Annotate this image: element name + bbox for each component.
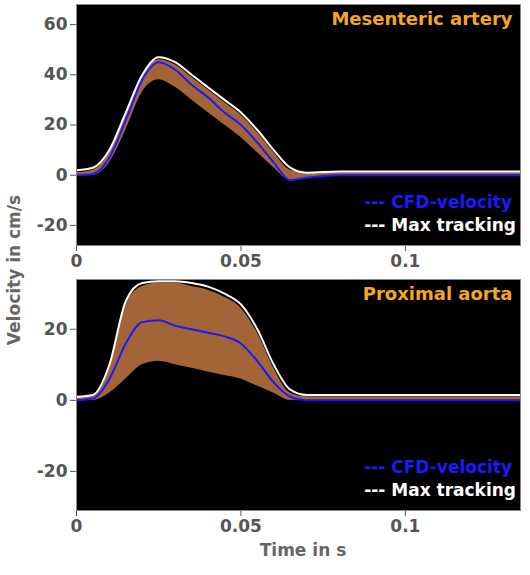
html-text:--- CFD-velocity: --- CFD-velocity [364, 457, 513, 477]
svg-text:0: 0 [71, 516, 83, 536]
html-text:Time in s: Time in s [259, 540, 347, 560]
svg-text:0: 0 [71, 251, 83, 271]
svg-text:0: 0 [56, 390, 68, 410]
svg-text:0.05: 0.05 [220, 516, 262, 536]
svg-text:60: 60 [44, 14, 68, 34]
svg-text:0.1: 0.1 [390, 516, 420, 536]
svg-text:Proximal aorta: Proximal aorta [363, 283, 513, 304]
svg-text:Mesenteric artery: Mesenteric artery [331, 8, 512, 29]
svg-text:20: 20 [44, 319, 68, 339]
html-text:--- CFD-velocity: --- CFD-velocity [364, 192, 513, 212]
svg-text:0.1: 0.1 [390, 251, 420, 271]
html-text:--- Max tracking: --- Max tracking [364, 215, 516, 235]
svg-text:20: 20 [44, 114, 68, 134]
svg-text:0: 0 [56, 165, 68, 185]
svg-text:40: 40 [44, 64, 68, 84]
svg-text:0.05: 0.05 [220, 251, 262, 271]
svg-text:-20: -20 [37, 215, 68, 235]
svg-text:-20: -20 [37, 461, 68, 481]
html-text:--- Max tracking: --- Max tracking [364, 480, 516, 500]
html-text:Velocity in cm/s: Velocity in cm/s [4, 194, 24, 346]
